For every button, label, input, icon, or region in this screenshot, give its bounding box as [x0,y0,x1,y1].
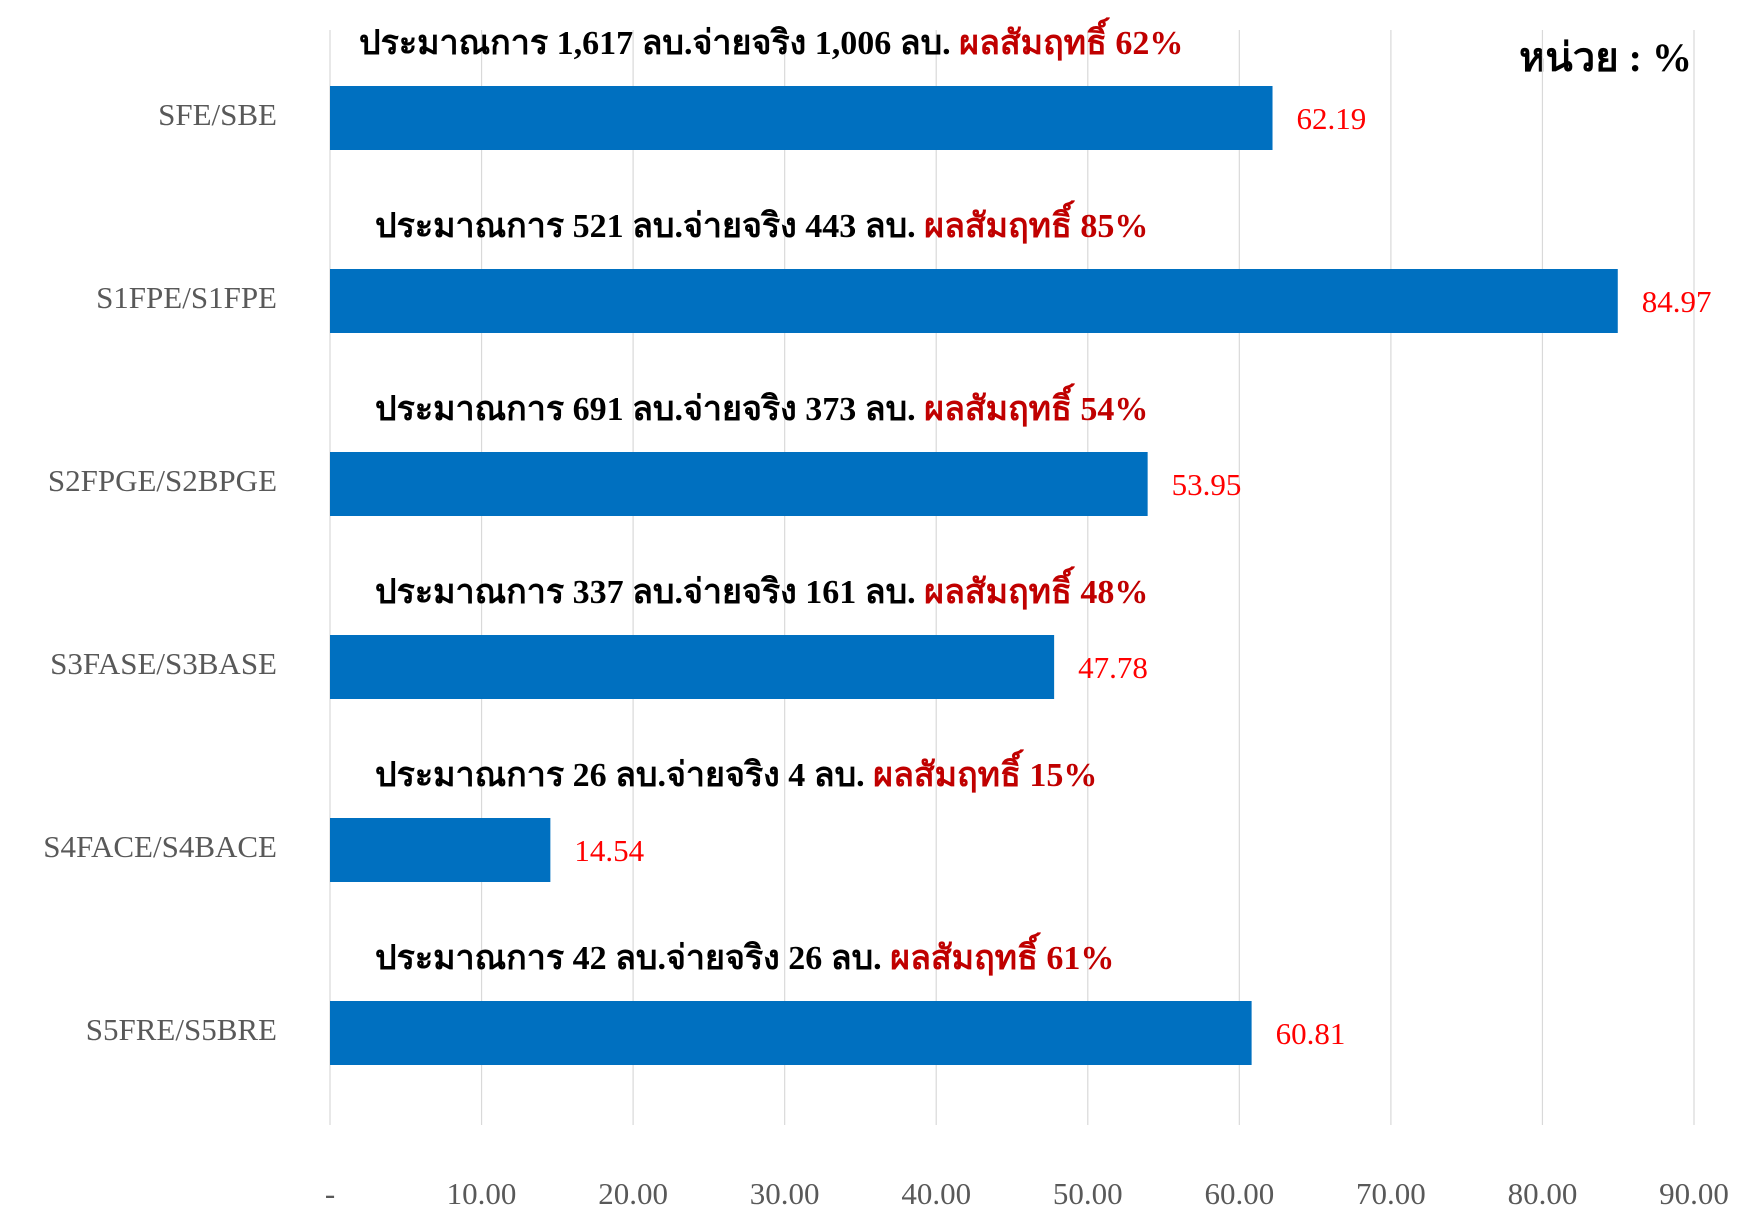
bar [330,1001,1252,1065]
annotation-text: ประมาณการ 691 ลบ.จ่ายจริง 373 ลบ. [375,391,916,428]
annotation-text: ประมาณการ 1,617 ลบ.จ่ายจริง 1,006 ลบ. [359,25,951,62]
x-tick-label: 70.00 [1356,1176,1426,1211]
annotation: ประมาณการ 337 ลบ.จ่ายจริง 161 ลบ. ผลสัมฤ… [375,566,1148,611]
x-tick-label: 80.00 [1508,1176,1578,1211]
x-tick-label: 40.00 [901,1176,971,1211]
category-label: S3FASE/S3BASE [50,646,277,681]
annotation-text: ประมาณการ 521 ลบ.จ่ายจริง 443 ลบ. [375,208,916,245]
value-label: 47.78 [1078,650,1148,685]
x-tick-label: 60.00 [1204,1176,1274,1211]
x-tick-label: 10.00 [447,1176,517,1211]
category-label: S2FPGE/S2BPGE [48,463,277,498]
annotation: ประมาณการ 42 ลบ.จ่ายจริง 26 ลบ. ผลสัมฤทธ… [375,932,1114,977]
annotation: ประมาณการ 521 ลบ.จ่ายจริง 443 ลบ. ผลสัมฤ… [375,200,1148,245]
annotation: ประมาณการ 691 ลบ.จ่ายจริง 373 ลบ. ผลสัมฤ… [375,383,1148,428]
category-label: S4FACE/S4BACE [43,829,277,864]
x-tick-label: 50.00 [1053,1176,1123,1211]
category-label: S5FRE/S5BRE [86,1012,277,1047]
value-label: 53.95 [1172,467,1242,502]
x-tick-label: - [325,1176,335,1211]
annotation-text: ประมาณการ 26 ลบ.จ่ายจริง 4 ลบ. [375,757,865,794]
category-label: S1FPE/S1FPE [96,280,277,315]
annotation: ประมาณการ 1,617 ลบ.จ่ายจริง 1,006 ลบ. ผล… [359,17,1183,62]
bar [330,86,1273,150]
annotation-text: ประมาณการ 42 ลบ.จ่ายจริง 26 ลบ. [375,940,882,977]
value-label: 14.54 [574,833,644,868]
annotation-highlight: ผลสัมฤทธิ์ 85% [924,200,1148,245]
bar [330,452,1148,516]
value-label: 84.97 [1642,284,1712,319]
bar [330,635,1055,699]
annotation-highlight: ผลสัมฤทธิ์ 61% [890,932,1114,977]
bar [330,269,1618,333]
x-tick-label: 20.00 [598,1176,668,1211]
annotation-highlight: ผลสัมฤทธิ์ 62% [959,17,1183,62]
bar [330,818,551,882]
x-tick-label: 90.00 [1659,1176,1729,1211]
annotation-highlight: ผลสัมฤทธิ์ 48% [924,566,1148,611]
annotation-text: ประมาณการ 337 ลบ.จ่ายจริง 161 ลบ. [375,574,916,611]
category-label: SFE/SBE [158,97,277,132]
annotation-highlight: ผลสัมฤทธิ์ 15% [873,749,1097,794]
x-tick-label: 30.00 [750,1176,820,1211]
value-label: 60.81 [1276,1016,1346,1051]
value-label: 62.19 [1297,101,1367,136]
annotation: ประมาณการ 26 ลบ.จ่ายจริง 4 ลบ. ผลสัมฤทธิ… [375,749,1097,794]
unit-label: หน่วย : % [1519,35,1692,80]
annotation-highlight: ผลสัมฤทธิ์ 54% [924,383,1148,428]
